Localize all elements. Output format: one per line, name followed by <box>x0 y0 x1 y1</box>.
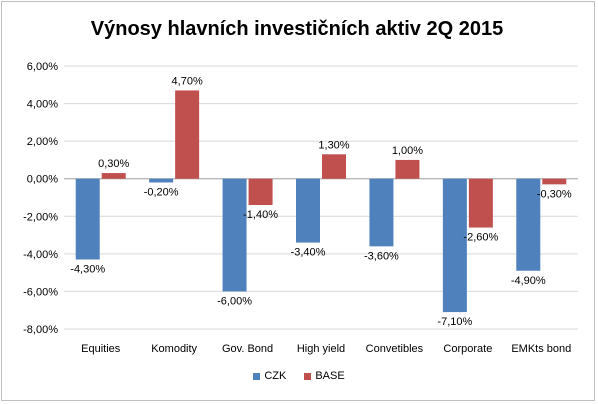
legend-swatch-czk <box>253 372 261 380</box>
y-tick-label: -8,00% <box>23 324 58 336</box>
bar-base <box>322 154 346 179</box>
x-tick-label: Corporate <box>443 343 492 355</box>
bar-czk <box>442 178 467 313</box>
bar-base <box>395 159 420 179</box>
bar-czk <box>149 178 174 183</box>
bar-base <box>248 178 273 206</box>
chart-legend: CZK BASE <box>2 370 596 382</box>
bar-czk <box>296 178 320 243</box>
data-label-czk: -0,20% <box>144 186 179 198</box>
data-label-czk: -3,60% <box>364 250 399 262</box>
data-label-czk: -6,00% <box>217 295 252 307</box>
data-label-czk: -4,90% <box>511 275 546 287</box>
legend-item-base: BASE <box>304 370 345 382</box>
x-tick-label: Equities <box>81 343 121 355</box>
legend-swatch-base <box>304 372 312 380</box>
legend-label-base: BASE <box>315 370 345 382</box>
y-tick-label: -6,00% <box>23 286 58 298</box>
legend-item-czk: CZK <box>253 370 286 382</box>
data-label-czk: -4,30% <box>70 263 105 275</box>
y-tick-label: -2,00% <box>23 211 58 223</box>
data-label-base: -0,30% <box>537 188 572 200</box>
data-label-base: 0,30% <box>98 158 129 170</box>
data-label-base: 4,70% <box>172 75 203 87</box>
y-tick-label: 2,00% <box>27 136 58 148</box>
bar-czk <box>75 178 100 260</box>
y-tick-label: 6,00% <box>27 61 58 73</box>
y-tick-label: 0,00% <box>27 174 58 186</box>
x-tick-label: Komodity <box>151 343 197 355</box>
data-label-base: -1,40% <box>243 209 278 221</box>
bar-czk <box>369 178 394 247</box>
y-tick-label: -4,00% <box>23 249 58 261</box>
x-tick-label: Gov. Bond <box>222 343 273 355</box>
data-label-czk: -7,10% <box>437 316 472 328</box>
data-label-base: -2,60% <box>463 232 498 244</box>
x-tick-label: High yield <box>297 343 345 355</box>
data-label-czk: -3,40% <box>291 247 326 259</box>
x-tick-label: EMKts bond <box>511 343 571 355</box>
bar-base <box>175 90 200 179</box>
bar-base <box>542 178 567 185</box>
data-label-base: 1,00% <box>392 145 423 157</box>
bar-base <box>468 178 493 228</box>
chart-title: Výnosy hlavních investičních aktiv 2Q 20… <box>90 18 504 40</box>
bar-base <box>101 173 126 179</box>
y-tick-label: 4,00% <box>27 99 58 111</box>
legend-label-czk: CZK <box>264 370 287 382</box>
bar-czk <box>516 178 541 271</box>
bar-czk <box>222 178 247 292</box>
data-label-base: 1,30% <box>318 139 349 151</box>
x-tick-label: Convetibles <box>366 343 424 355</box>
